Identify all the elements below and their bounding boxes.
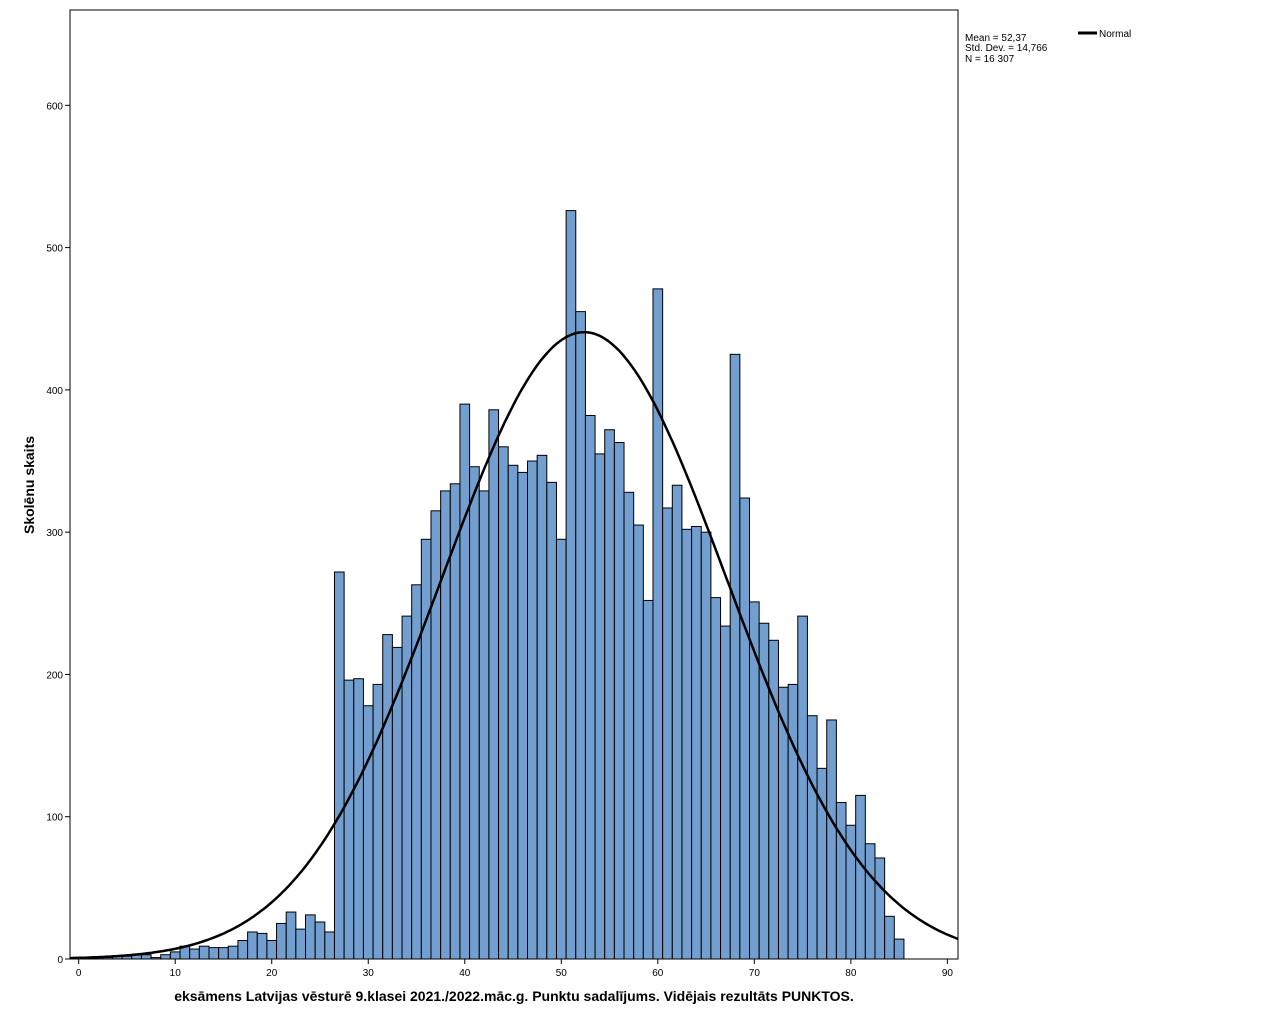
normal-curve (69, 330, 959, 960)
histogram-bar (324, 931, 335, 960)
x-tick-label: 30 (363, 968, 375, 979)
histogram-bar (382, 634, 393, 960)
histogram-bar (237, 940, 249, 960)
x-tick-label: 90 (942, 968, 954, 979)
x-tick-label: 50 (556, 968, 568, 979)
stat-n: N = 16 307 (965, 54, 1015, 65)
histogram-bar (826, 719, 837, 960)
histogram-bar (411, 584, 422, 960)
histogram-bar (227, 945, 239, 960)
histogram-bar (353, 678, 364, 960)
histogram-bar (256, 932, 268, 960)
histogram-bar (372, 683, 384, 960)
histogram-bar (594, 453, 606, 960)
histogram-bar (218, 947, 229, 960)
histogram-bar (893, 938, 905, 960)
stat-mean: Mean = 52,37 (965, 33, 1027, 44)
histogram-bar (768, 639, 779, 960)
histogram-bar (864, 843, 876, 960)
histogram-bar (642, 599, 654, 960)
histogram-bar (507, 464, 519, 960)
legend-normal-label: Normal (1099, 29, 1131, 40)
histogram-bar (459, 403, 471, 960)
histogram-bar (565, 210, 577, 960)
x-axis-label: eksāmens Latvijas vēsturē 9.klasei 2021.… (174, 988, 854, 1004)
histogram-bar (691, 525, 702, 960)
histogram-bar (488, 409, 500, 960)
histogram-bar (198, 945, 210, 960)
histogram-bar (150, 957, 162, 960)
histogram-bar (343, 679, 355, 960)
histogram-bar (266, 940, 278, 960)
stat-std: Std. Dev. = 14,766 (965, 43, 1048, 54)
histogram-bar (478, 490, 490, 960)
histogram-bar (720, 625, 731, 960)
histogram-bar (305, 914, 316, 960)
histogram-bar (700, 531, 712, 960)
histogram-bar (797, 615, 808, 960)
y-axis-label: Skolēnu skaits (21, 436, 37, 534)
histogram-bar (517, 471, 529, 960)
histogram-bar (314, 921, 326, 960)
histogram-bar (333, 571, 345, 960)
histogram-bar (806, 715, 818, 960)
histogram-bar (835, 801, 847, 960)
histogram-bar (498, 446, 509, 960)
histogram-bar (295, 928, 307, 960)
histogram-bar (729, 353, 741, 960)
histogram-bar (604, 429, 615, 960)
histogram-bar (420, 538, 432, 960)
y-tick-label: 0 (57, 955, 63, 966)
histogram-bar (546, 481, 557, 960)
histogram-bar (276, 922, 287, 960)
histogram-bar (671, 484, 683, 960)
histogram-bar (469, 466, 480, 960)
histogram-bar (662, 507, 673, 960)
histogram-bar (527, 460, 538, 960)
histogram-bar (749, 601, 760, 960)
histogram-bar (855, 794, 866, 960)
histogram-bar (430, 510, 442, 960)
histogram-bar (633, 524, 644, 960)
histogram-bar (140, 954, 152, 960)
y-tick-label: 100 (46, 813, 63, 824)
x-tick-label: 20 (266, 968, 278, 979)
x-tick-label: 60 (652, 968, 664, 979)
histogram-bar (285, 911, 297, 960)
y-tick-label: 500 (46, 244, 63, 255)
histogram-bar (613, 442, 625, 960)
histogram-bar (884, 915, 895, 960)
histogram-bar (362, 705, 374, 960)
histogram-bar (652, 288, 664, 960)
y-tick-label: 600 (46, 101, 63, 112)
histogram-bar (555, 538, 567, 960)
y-tick-label: 200 (46, 670, 63, 681)
histogram-bar (787, 683, 799, 960)
histogram-bar (739, 497, 751, 960)
histogram-bar (623, 491, 635, 960)
x-tick-label: 40 (459, 968, 471, 979)
histogram-bar (536, 454, 548, 960)
x-tick-label: 80 (845, 968, 857, 979)
x-tick-label: 10 (170, 968, 182, 979)
histogram-bar (874, 857, 886, 960)
histogram-bar (584, 414, 596, 960)
histogram-bar (169, 951, 181, 960)
histogram-bar (575, 311, 586, 960)
y-tick-label: 300 (46, 528, 63, 539)
x-tick-label: 70 (749, 968, 761, 979)
histogram-bar (189, 948, 200, 960)
histogram-bar (208, 947, 220, 960)
histogram-bar (247, 931, 258, 960)
histogram-bar (681, 528, 693, 960)
histogram-bar (710, 597, 722, 960)
histogram-bar (160, 954, 171, 960)
y-tick-label: 400 (46, 386, 63, 397)
x-tick-label: 0 (76, 968, 82, 979)
